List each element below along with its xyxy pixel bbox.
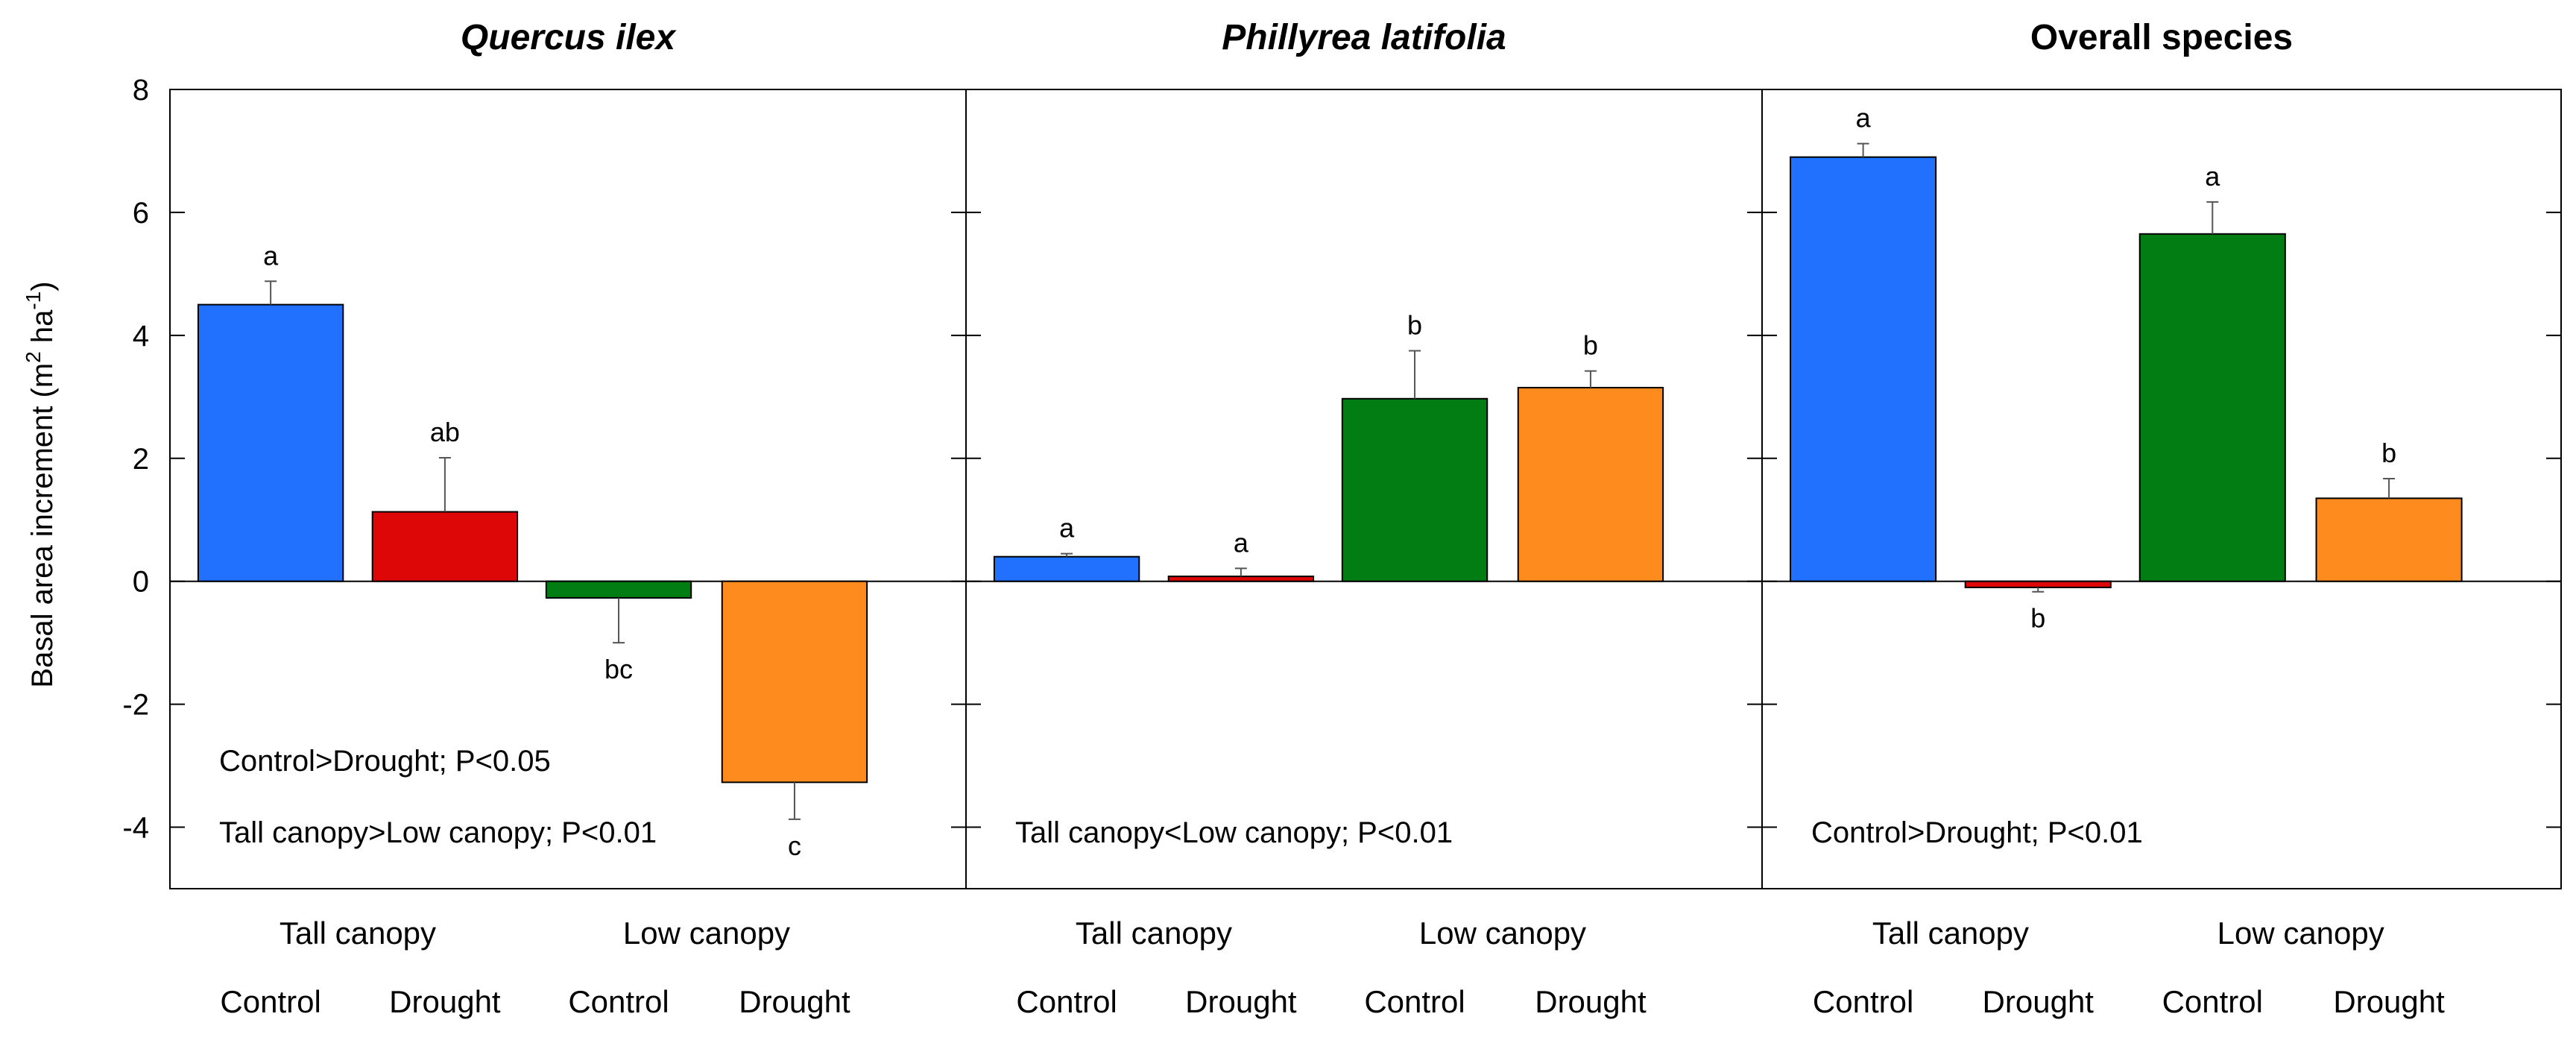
x-treatment-label: Drought (1983, 984, 2094, 1019)
stat-annotation: Tall canopy<Low canopy; P<0.01 (1015, 816, 1453, 849)
x-group-label: Tall canopy (1872, 916, 2029, 951)
significance-letter: ab (430, 417, 460, 447)
x-group-label: Low canopy (2217, 916, 2384, 951)
significance-letter: a (1234, 527, 1249, 558)
y-tick-label: -2 (122, 689, 149, 722)
significance-letter: b (1407, 309, 1422, 340)
x-treatment-label: Control (2162, 984, 2263, 1019)
x-treatment-label: Drought (389, 984, 501, 1019)
bar (371, 511, 519, 582)
significance-letter: b (2381, 438, 2396, 468)
y-tick-label: 2 (133, 443, 149, 476)
significance-letter: c (788, 831, 801, 861)
y-tick-label: 8 (133, 74, 149, 107)
panel-title: Phillyrea latifolia (1222, 18, 1506, 57)
significance-letter: a (263, 240, 279, 271)
stat-annotation: Control>Drought; P<0.01 (1811, 816, 2143, 849)
plot-frame (169, 89, 2562, 889)
bar (721, 580, 868, 784)
x-group-label: Tall canopy (280, 916, 436, 951)
bar (545, 580, 692, 599)
x-treatment-label: Drought (2333, 984, 2445, 1019)
y-tick-label: 4 (133, 320, 149, 353)
significance-letter: a (2205, 161, 2220, 192)
panel-title: Overall species (2030, 18, 2293, 57)
panel-title: Quercus ilex (461, 18, 677, 57)
x-treatment-label: Control (568, 984, 669, 1019)
y-tick-label: -4 (122, 812, 149, 845)
significance-letter: a (1856, 103, 1872, 133)
significance-letter: b (1583, 330, 1598, 361)
y-axis-label: Basal area increment (m2 ha-1) (22, 281, 59, 687)
stat-annotation: Tall canopy>Low canopy; P<0.01 (219, 816, 657, 849)
significance-letter: b (2030, 603, 2045, 634)
significance-letter: bc (604, 654, 633, 684)
bar (1167, 576, 1315, 582)
x-treatment-label: Control (1364, 984, 1465, 1019)
x-treatment-label: Control (1016, 984, 1117, 1019)
bar (1964, 580, 2112, 588)
bar (2138, 233, 2286, 582)
bar (2315, 497, 2463, 582)
x-group-label: Low canopy (1419, 916, 1586, 951)
x-group-label: Low canopy (623, 916, 790, 951)
x-treatment-label: Control (220, 984, 321, 1019)
stat-annotation: Control>Drought; P<0.05 (219, 745, 551, 778)
x-treatment-label: Drought (1185, 984, 1297, 1019)
bar (993, 555, 1140, 582)
bar (197, 303, 344, 582)
significance-letter: a (1059, 513, 1075, 543)
bar (1341, 397, 1489, 582)
bar (1790, 156, 1937, 582)
y-tick-label: 0 (133, 566, 149, 599)
bar (1517, 386, 1664, 582)
x-treatment-label: Drought (739, 984, 850, 1019)
y-tick-label: 6 (133, 197, 149, 230)
x-treatment-label: Drought (1535, 984, 1647, 1019)
x-treatment-label: Control (1813, 984, 1913, 1019)
x-group-label: Tall canopy (1076, 916, 1232, 951)
